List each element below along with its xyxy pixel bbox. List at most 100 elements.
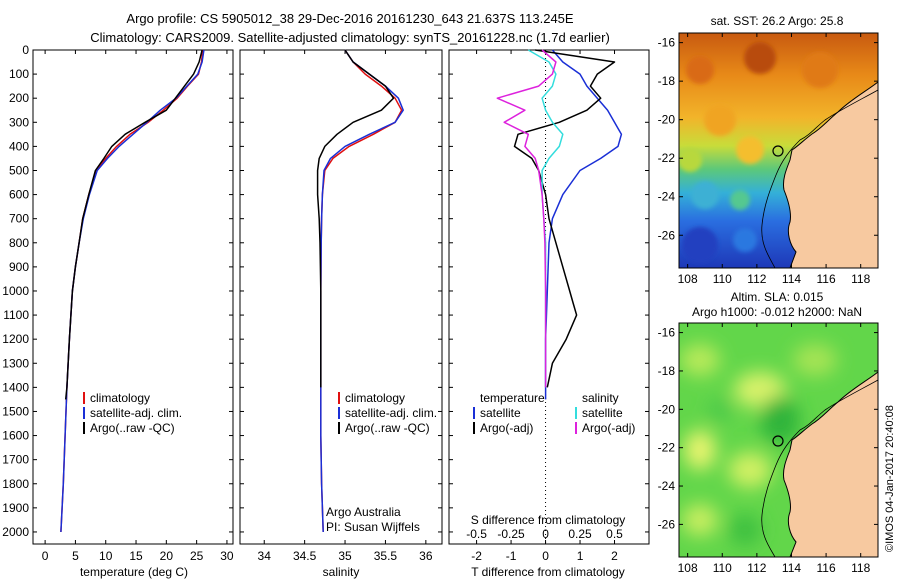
depth-tick-label: 1800 — [2, 477, 29, 491]
s-tick-label: -0.25 — [497, 527, 525, 541]
series-line-0 — [544, 49, 623, 400]
legend-title-temperature: temperature — [480, 391, 545, 405]
x-tick-label: 2 — [611, 549, 618, 563]
difference-plot: -2 -1 0 1 2 -0.5 -0.25 0 0.25 0.5 — [449, 49, 649, 563]
credit-line-2: PI: Susan Wijffels — [326, 520, 420, 534]
x-tick-label: 34.5 — [293, 549, 317, 563]
x-tick-label: 36 — [419, 549, 433, 563]
depth-tick-label: 1900 — [2, 501, 29, 515]
sst-map: sat. SST: 26.2 Argo: 25.8 108 110 112 114 11… — [658, 14, 879, 286]
map-y-tick-label: -24 — [658, 190, 676, 204]
map-x-tick-label: 108 — [678, 561, 698, 575]
figure-subtitle: Climatology: CARS2009. Satellite-adjuste… — [90, 30, 610, 45]
depth-tick-labels: 0 100 200 300 400 500 600 700 800 900 1000 1100 1200… — [2, 43, 29, 539]
x-tick-label: 35.5 — [374, 549, 398, 563]
imos-watermark: ©IMOS 04-Jan-2017 20:40:08 — [884, 405, 896, 552]
depth-tick-label: 1700 — [2, 453, 29, 467]
temperature-plot: 0 5 10 15 20 25 30 — [33, 49, 234, 563]
map-y-tick-label: -16 — [658, 36, 676, 50]
depth-tick-label: 400 — [9, 139, 29, 153]
x-tick-label: 10 — [99, 549, 113, 563]
series-line-2 — [316, 49, 395, 388]
legend-label-satellite: satellite-adj. clim. — [345, 406, 437, 420]
series-line-1 — [60, 49, 205, 533]
legend-label-climatology: climatology — [90, 391, 150, 405]
map-x-tick-label: 116 — [817, 561, 836, 575]
map-x-tick-label: 110 — [713, 272, 732, 286]
salinity-xlabel: salinity — [323, 565, 360, 579]
legend-label-satellite: satellite-adj. clim. — [90, 406, 182, 420]
legend-label-s-argo: Argo(-adj) — [582, 421, 635, 435]
salinity-axes — [239, 49, 443, 545]
map-y-tick-label: -26 — [658, 517, 676, 531]
depth-tick-label: 100 — [9, 67, 29, 81]
s-difference-label: S difference from climatology — [471, 513, 626, 527]
difference-axes — [448, 49, 650, 545]
x-tick-label: 0 — [42, 549, 49, 563]
depth-tick-label: 1300 — [2, 356, 29, 370]
sla-land — [783, 372, 878, 557]
temperature-legend: climatology satellite-adj. clim. Argo(..… — [83, 391, 182, 435]
series-line-0 — [320, 49, 403, 533]
depth-tick-label: 800 — [9, 236, 29, 250]
depth-tick-label: 200 — [9, 91, 29, 105]
map-y-tick-label: -20 — [658, 402, 676, 416]
figure-title: Argo profile: CS 5905012_38 29-Dec-2016 … — [126, 11, 573, 26]
depth-tick-label: 0 — [22, 43, 29, 57]
depth-tick-label: 600 — [9, 188, 29, 202]
map-y-tick-label: -20 — [658, 113, 676, 127]
map-y-tick-label: -26 — [658, 228, 676, 242]
legend-label-climatology: climatology — [345, 391, 405, 405]
series-line-3 — [496, 49, 557, 388]
sla-argo-marker — [772, 435, 784, 447]
s-tick-label: 0.5 — [606, 527, 623, 541]
sla-map-subtitle: Argo h1000: -0.012 h2000: NaN — [692, 305, 862, 319]
legend-title-salinity: salinity — [582, 391, 619, 405]
map-x-tick-label: 116 — [817, 272, 836, 286]
credit-line-1: Argo Australia — [326, 505, 401, 519]
map-x-tick-label: 108 — [678, 272, 698, 286]
depth-tick-label: 900 — [9, 260, 29, 274]
x-tick-label: -2 — [471, 549, 482, 563]
series-line-2 — [64, 49, 203, 400]
difference-legend: temperature salinity satellite Argo(-adj… — [471, 391, 636, 527]
legend-label-t-argo: Argo(-adj) — [480, 421, 533, 435]
series-line-0 — [60, 49, 204, 533]
x-tick-label: 30 — [220, 549, 234, 563]
map-y-tick-label: -24 — [658, 479, 676, 493]
depth-tick-label: 1600 — [2, 429, 29, 443]
sla-map: Altim. SLA: 0.015 Argo h1000: -0.012 h20… — [658, 290, 879, 575]
sst-land — [783, 82, 878, 268]
x-tick-label: 20 — [160, 549, 174, 563]
sst-map-title: sat. SST: 26.2 Argo: 25.8 — [711, 14, 844, 28]
depth-tick-label: 1200 — [2, 332, 29, 346]
map-x-tick-label: 114 — [782, 561, 801, 575]
map-x-tick-label: 114 — [782, 272, 801, 286]
temperature-xlabel: temperature (deg C) — [80, 565, 188, 579]
depth-tick-label: 300 — [9, 115, 29, 129]
depth-tick-label: 1400 — [2, 380, 29, 394]
depth-tick-label: 1000 — [2, 284, 29, 298]
map-x-tick-label: 112 — [747, 272, 766, 286]
map-x-tick-label: 118 — [851, 561, 870, 575]
x-tick-label: 15 — [129, 549, 143, 563]
s-tick-label: 0 — [542, 527, 549, 541]
s-tick-label: -0.5 — [466, 527, 487, 541]
x-tick-label: 0 — [542, 549, 549, 563]
legend-label-t-satellite: satellite — [480, 406, 521, 420]
map-x-tick-label: 118 — [851, 272, 870, 286]
sst-isobath — [761, 89, 878, 268]
sla-isobath — [761, 379, 878, 557]
difference-xlabel: T difference from climatology — [471, 565, 625, 579]
x-tick-label: 34 — [258, 549, 272, 563]
depth-tick-label: 1500 — [2, 404, 29, 418]
sst-argo-marker — [772, 145, 784, 157]
map-x-tick-label: 112 — [747, 561, 766, 575]
map-y-tick-label: -22 — [658, 151, 676, 165]
temperature-axes — [32, 49, 234, 545]
sla-map-title: Altim. SLA: 0.015 — [731, 290, 824, 304]
map-y-tick-label: -22 — [658, 441, 676, 455]
depth-tick-label: 700 — [9, 212, 29, 226]
map-y-tick-label: -16 — [658, 326, 676, 340]
